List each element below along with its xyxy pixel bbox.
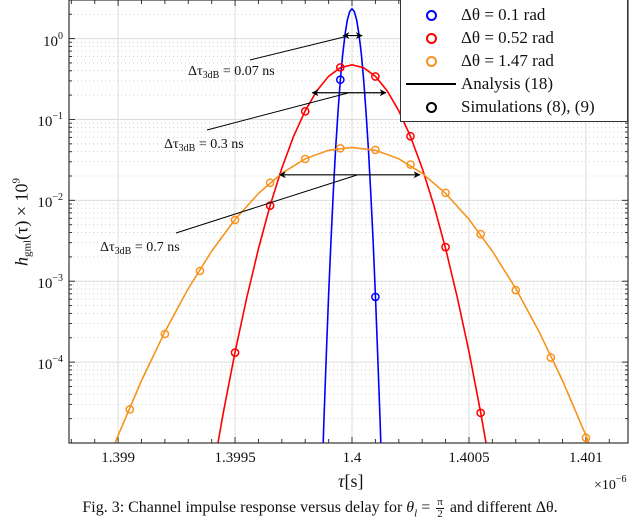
leader-line-1 <box>206 92 349 131</box>
simulation-marker-2 <box>160 329 170 339</box>
simulation-marker-2 <box>441 188 450 198</box>
simulation-marker-2 <box>195 266 205 276</box>
legend-entry: Δθ = 0.1 rad <box>401 4 627 26</box>
x-tick-label: 1.3995 <box>214 450 256 466</box>
leader-line-2 <box>175 174 358 234</box>
caption-suffix: and different Δθ. <box>445 499 558 517</box>
x-tick-label: 1.4005 <box>448 450 490 466</box>
analysis-line-0 <box>322 7 382 443</box>
simulation-marker-2 <box>371 145 380 155</box>
y-tick-label: 10−2 <box>37 192 63 212</box>
simulation-marker-2 <box>300 154 310 164</box>
simulation-marker-0 <box>371 292 380 302</box>
legend-entry: Δθ = 0.52 rad <box>401 27 627 49</box>
x-label-unit: [s] <box>344 471 364 491</box>
fraction-denominator: 2 <box>437 508 443 520</box>
legend-label: Simulations (8), (9) <box>461 97 595 116</box>
simulation-marker-2 <box>265 178 275 188</box>
simulation-marker-0 <box>335 75 345 85</box>
y-axis-label: hgml(τ) × 109 <box>11 178 34 266</box>
simulation-marker-1 <box>300 107 310 116</box>
y-label-arg: (τ) × 10 <box>11 183 32 240</box>
legend-label: Δθ = 1.47 rad <box>461 51 554 70</box>
axes-frame <box>68 0 629 444</box>
x-multiplier-base: ×10 <box>594 478 616 493</box>
x-tick-label: 1.401 <box>569 450 603 466</box>
caption-equals: = <box>417 499 435 517</box>
legend-circle-marker <box>426 55 437 67</box>
simulation-marker-2 <box>335 143 345 153</box>
caption-prefix: Fig. 3: Channel impulse response versus … <box>82 499 407 517</box>
legend: Δθ = 0.1 rad Δθ = 0.52 rad Δθ = 1.47 rad An… <box>400 0 628 122</box>
caption-theta-sub: l <box>414 507 418 520</box>
simulation-marker-2 <box>511 285 521 295</box>
annotation-label: Δτ3dB = 0.3 ns <box>164 137 244 154</box>
y-label-exp: 9 <box>10 178 23 184</box>
y-tick-label: 10−3 <box>37 273 63 293</box>
simulation-marker-2 <box>476 229 485 239</box>
leader-line-0 <box>249 36 345 61</box>
simulation-marker-2 <box>230 215 240 225</box>
legend-entry: Simulations (8), (9) <box>401 96 627 118</box>
x-tick-label: 1.399 <box>101 450 135 466</box>
legend-line-swatch <box>406 83 456 85</box>
legend-entry: Δθ = 1.47 rad <box>401 50 627 72</box>
x-tick-label: 1.4 <box>342 450 362 466</box>
x-label-symbol: τ <box>338 471 345 491</box>
figure-caption: Fig. 3: Channel impulse response versus … <box>0 497 640 520</box>
caption-theta: θ <box>406 499 415 517</box>
fraction-numerator: π <box>436 496 444 509</box>
annotation-label: Δτ3dB = 0.7 ns <box>100 240 180 257</box>
y-tick-label: 10−4 <box>37 354 63 374</box>
simulation-marker-1 <box>476 408 485 418</box>
x-multiplier-exp: −6 <box>615 474 627 485</box>
legend-label: Δθ = 0.1 rad <box>461 5 546 24</box>
series-group <box>114 7 591 443</box>
legend-circle-marker <box>426 101 437 113</box>
simulation-marker-1 <box>265 201 275 211</box>
x-multiplier: ×10−6 <box>594 475 627 493</box>
analysis-line-2 <box>114 146 590 443</box>
y-label-base: h <box>11 257 32 266</box>
legend-entry: Analysis (18) <box>401 73 627 95</box>
y-label-sub: gml <box>21 239 34 257</box>
simulation-marker-1 <box>230 348 240 357</box>
simulation-marker-2 <box>581 433 591 443</box>
annotation-label: Δτ3dB = 0.07 ns <box>188 64 275 81</box>
y-tick-label: 10−1 <box>37 111 63 131</box>
simulation-marker-1 <box>335 63 345 72</box>
simulation-marker-1 <box>406 131 415 141</box>
legend-circle-marker <box>426 9 437 21</box>
y-tick-label: 100 <box>43 30 63 50</box>
simulation-marker-1 <box>441 242 450 252</box>
legend-label: Δθ = 0.52 rad <box>461 28 554 47</box>
legend-label: Analysis (18) <box>461 74 554 93</box>
simulation-marker-2 <box>546 353 556 362</box>
legend-circle-marker <box>426 32 437 44</box>
simulation-marker-2 <box>406 160 415 169</box>
simulation-marker-2 <box>125 405 135 414</box>
analysis-line-1 <box>217 63 487 443</box>
x-axis-label: τ[s] <box>338 472 363 490</box>
simulation-marker-1 <box>371 72 380 81</box>
